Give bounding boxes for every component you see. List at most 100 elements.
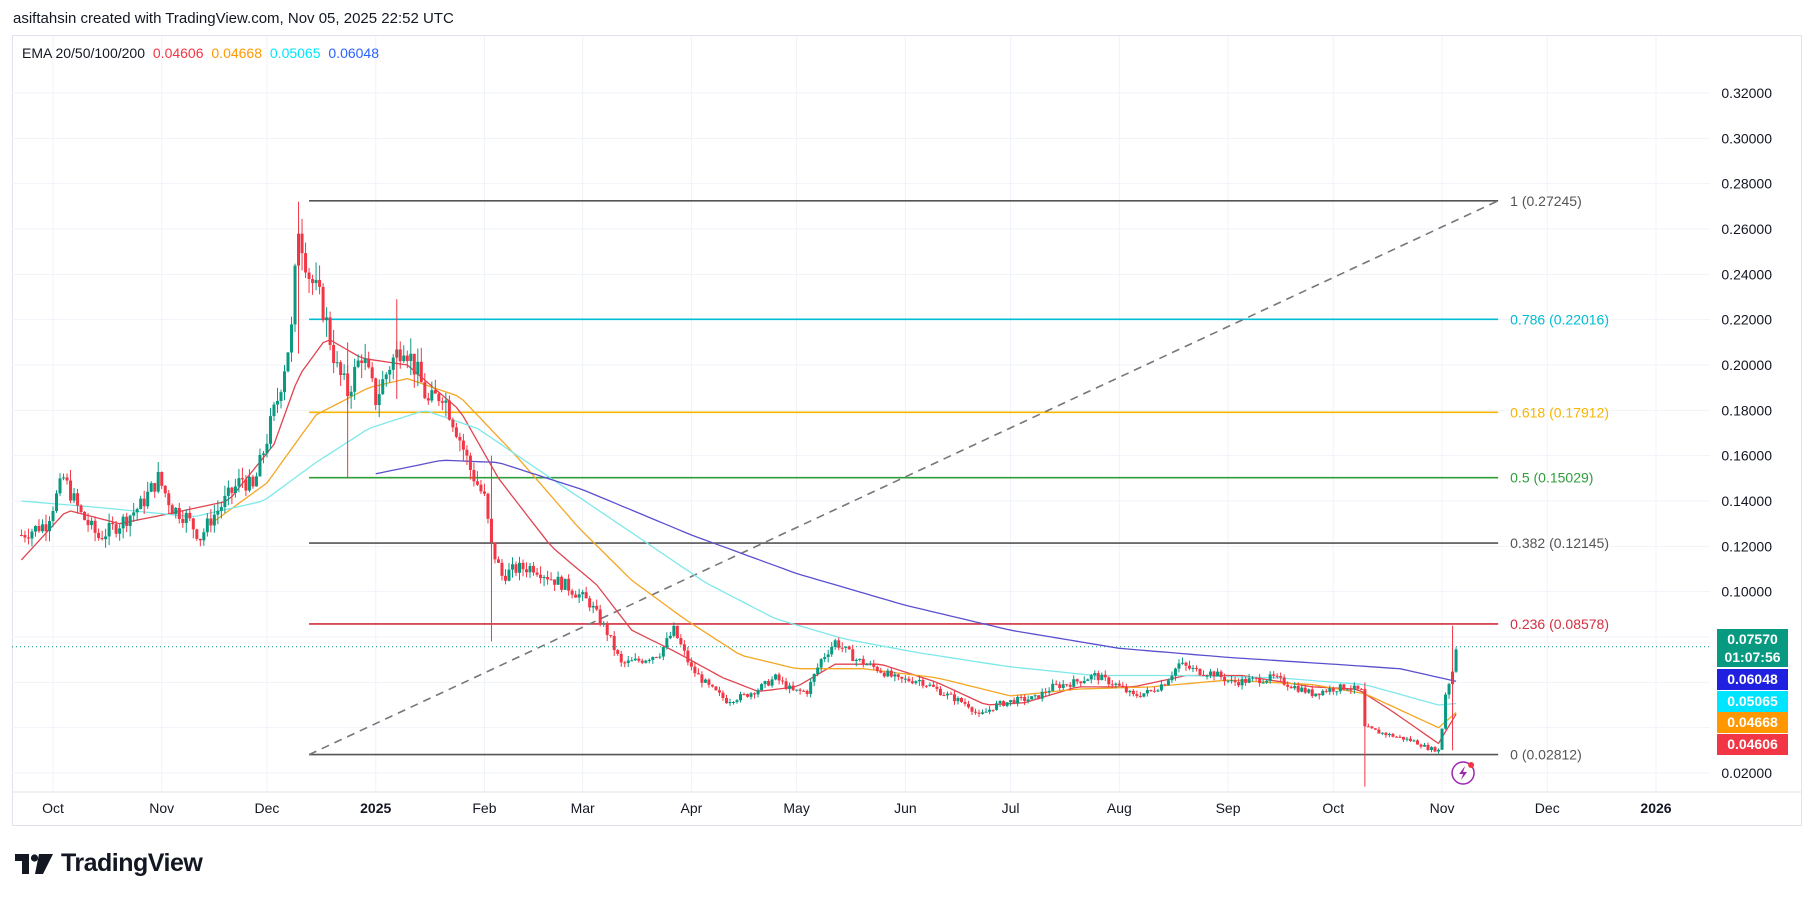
candle-body — [686, 650, 690, 663]
candle-body — [1244, 678, 1248, 683]
candle-body — [461, 440, 465, 450]
candle-body — [1040, 691, 1044, 699]
candle-body — [447, 400, 451, 420]
candle-body — [1026, 699, 1030, 701]
candle-body — [640, 660, 644, 663]
candle-body — [1002, 701, 1006, 706]
candle-body — [1254, 677, 1258, 679]
candle-body — [279, 392, 283, 401]
candle-body — [521, 562, 525, 570]
candle-body — [104, 536, 108, 540]
candle-body — [1100, 674, 1104, 681]
candle-body — [1117, 683, 1121, 686]
x-tick-label: Dec — [255, 800, 280, 816]
candle-body — [1366, 726, 1370, 728]
candle-body — [258, 454, 262, 477]
candle-body — [114, 524, 118, 534]
candle-body — [1121, 685, 1125, 688]
candle-body — [1251, 677, 1255, 679]
candle-body — [97, 532, 101, 539]
candle-body — [826, 654, 830, 658]
candle-body — [26, 537, 30, 539]
x-tick-label: Nov — [1430, 800, 1455, 816]
candle-body — [630, 660, 634, 662]
candle-body — [518, 562, 522, 573]
candle-body — [1009, 700, 1013, 703]
candle-body — [1352, 685, 1356, 690]
candle-body — [1237, 682, 1241, 686]
candle-body — [1079, 681, 1083, 684]
candle-body — [974, 711, 978, 713]
candle-body — [1012, 700, 1016, 704]
candle-body — [1202, 674, 1206, 676]
candle-body — [160, 472, 164, 486]
candle-body — [977, 712, 981, 714]
candle-body — [268, 416, 272, 444]
last-price-tag: 0.07570 01:07:56 — [1717, 629, 1788, 667]
candle-body — [307, 272, 311, 280]
candle-body — [970, 707, 974, 712]
candle-body — [658, 656, 662, 658]
candle-body — [1408, 738, 1412, 741]
candle-body — [1089, 675, 1093, 680]
candle-body — [381, 379, 385, 395]
candle-body — [605, 623, 609, 636]
candle-body — [724, 697, 728, 704]
candle-body — [1391, 733, 1395, 737]
candle-body — [511, 564, 515, 570]
candle-body — [146, 491, 150, 507]
candle-body — [1219, 671, 1223, 678]
candle-body — [353, 366, 357, 392]
candle-body — [332, 344, 336, 364]
candle-body — [363, 358, 367, 363]
tradingview-logo[interactable]: TradingView — [15, 849, 203, 878]
candle-body — [542, 576, 546, 579]
candle-body — [311, 279, 315, 284]
candle-body — [475, 481, 479, 485]
candle-body — [774, 674, 778, 680]
candle-body — [1430, 747, 1434, 750]
candle-body — [360, 360, 364, 363]
candle-body — [714, 686, 718, 691]
candle-body — [893, 674, 897, 677]
candle-body — [805, 690, 809, 694]
candle-body — [868, 663, 872, 665]
candle-body — [1114, 683, 1118, 685]
candle-body — [1447, 684, 1451, 695]
tradingview-logo-icon — [15, 853, 53, 874]
candle-body — [1138, 695, 1142, 697]
candle-body — [584, 592, 588, 599]
candle-body — [1110, 684, 1114, 686]
candle-body — [202, 532, 206, 541]
candle-body — [819, 659, 823, 668]
candle-body — [931, 684, 935, 687]
candle-body — [802, 690, 806, 692]
candle-body — [693, 666, 697, 674]
candle-body — [1282, 677, 1286, 685]
candle-body — [1205, 675, 1209, 677]
candle-body — [44, 524, 48, 532]
ema100-legend-value: 0.05065 — [269, 45, 321, 61]
candle-body — [728, 701, 732, 704]
candle-body — [1422, 744, 1426, 747]
candle-body — [1233, 680, 1237, 683]
candle-body — [816, 667, 820, 675]
candle-body — [230, 487, 234, 494]
candle-body — [1454, 649, 1458, 672]
fib-level-label: 0.5 (0.15029) — [1510, 470, 1593, 486]
candle-body — [219, 507, 223, 511]
candle-body — [72, 493, 76, 501]
candle-body — [924, 685, 928, 687]
fib-level-label: 0.786 (0.22016) — [1510, 311, 1609, 327]
grid-lines — [12, 36, 1710, 792]
candle-body — [535, 572, 539, 575]
candle-body — [721, 692, 725, 698]
candle-body — [384, 374, 388, 380]
candle-body — [623, 662, 627, 664]
candle-body — [111, 522, 115, 525]
ema-legend[interactable]: EMA 20/50/100/200 0.04606 0.04668 0.0506… — [22, 45, 383, 61]
candle-body — [1317, 693, 1321, 696]
candle-body — [760, 684, 764, 691]
ema-legend-label: EMA 20/50/100/200 — [22, 45, 145, 61]
